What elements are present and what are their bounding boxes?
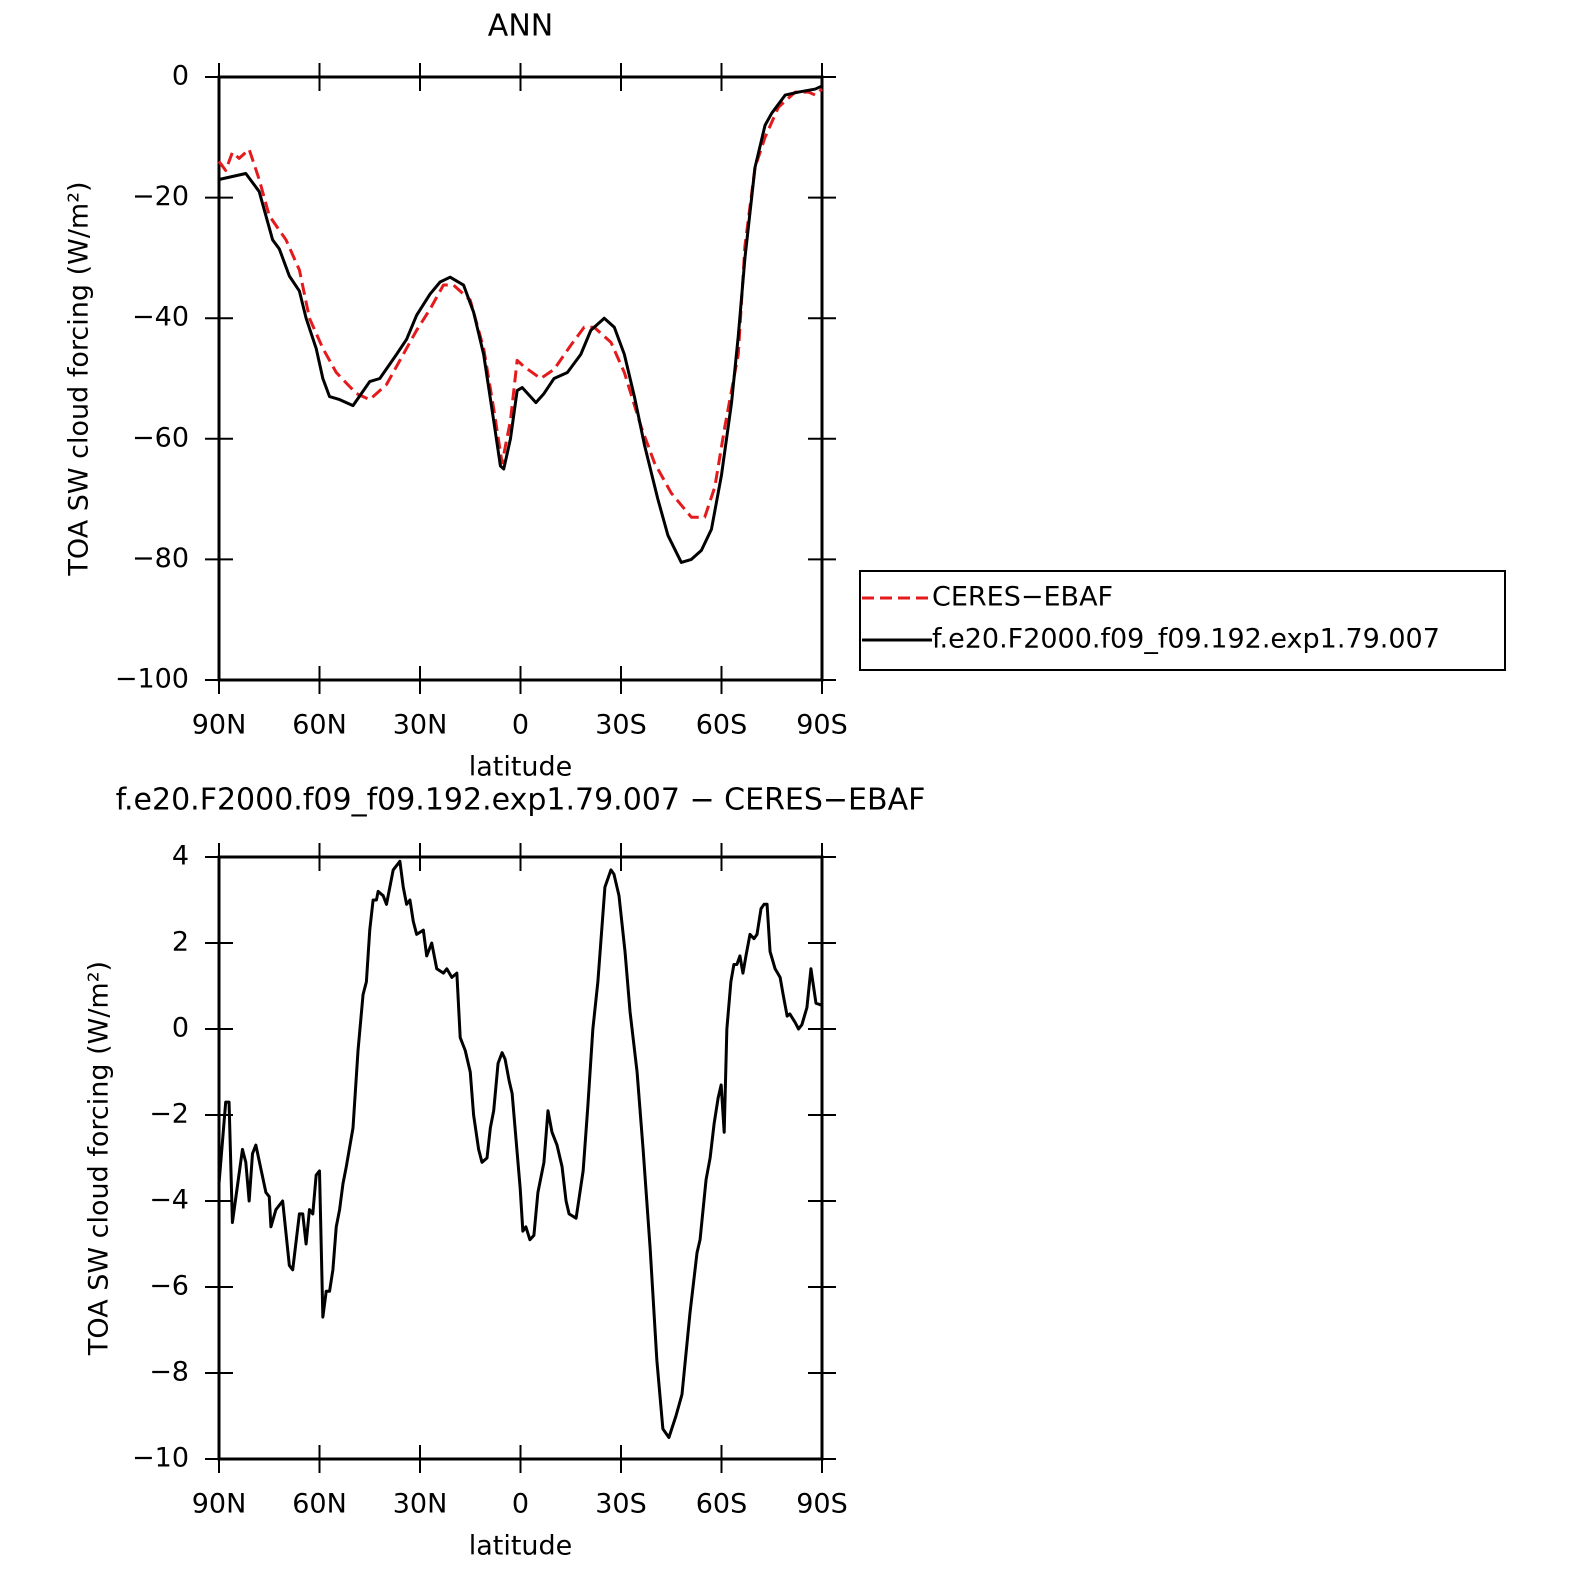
legend-label: CERES−EBAF: [932, 582, 1113, 613]
chart-title: ANN: [488, 9, 553, 44]
x-tick-label: 60N: [292, 710, 347, 741]
x-tick-label: 0: [512, 710, 529, 741]
legend-label: f.e20.F2000.f09_f09.192.exp1.79.007: [932, 624, 1440, 655]
y-tick-label: −8: [149, 1357, 189, 1388]
x-tick-label: 60S: [696, 1489, 748, 1520]
x-tick-label: 30N: [393, 1489, 448, 1520]
y-tick-label: −10: [132, 1443, 189, 1474]
data-line: [217, 87, 824, 519]
x-axis-label: latitude: [469, 1531, 573, 1562]
x-tick-label: 90S: [796, 1489, 848, 1520]
y-tick-label: −2: [149, 1099, 189, 1130]
legend-box: [859, 570, 1506, 671]
y-tick-label: 0: [172, 61, 189, 92]
y-axis-label: TOA SW cloud forcing (W/m²): [64, 181, 95, 576]
x-tick-label: 30S: [595, 710, 647, 741]
data-line: [218, 84, 823, 564]
y-tick-label: 0: [172, 1013, 189, 1044]
x-tick-label: 90S: [796, 710, 848, 741]
plot-frame: [217, 75, 824, 682]
x-tick-label: 0: [512, 1489, 529, 1520]
y-tick-label: 2: [172, 927, 189, 958]
x-axis-label: latitude: [469, 752, 573, 783]
y-tick-label: −80: [132, 543, 189, 574]
y-tick-label: 4: [172, 841, 189, 872]
y-tick-label: −40: [132, 302, 189, 333]
y-axis-label: TOA SW cloud forcing (W/m²): [84, 961, 115, 1356]
x-tick-label: 30N: [393, 710, 448, 741]
y-tick-label: −20: [132, 181, 189, 212]
x-tick-label: 60N: [292, 1489, 347, 1520]
x-tick-label: 30S: [595, 1489, 647, 1520]
plot-frame: [217, 855, 824, 1461]
y-tick-label: −60: [132, 422, 189, 453]
y-tick-label: −6: [149, 1271, 189, 1302]
x-tick-label: 90N: [192, 1489, 247, 1520]
data-line: [217, 859, 823, 1439]
chart-title: f.e20.F2000.f09_f09.192.exp1.79.007 − CE…: [116, 783, 926, 818]
x-tick-label: 60S: [696, 710, 748, 741]
y-tick-label: −100: [115, 664, 189, 695]
y-tick-label: −4: [149, 1185, 189, 1216]
x-tick-label: 90N: [192, 710, 247, 741]
